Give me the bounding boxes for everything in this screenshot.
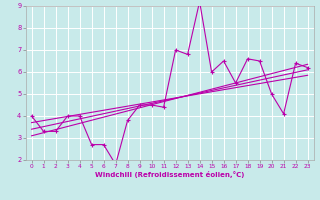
X-axis label: Windchill (Refroidissement éolien,°C): Windchill (Refroidissement éolien,°C) xyxy=(95,171,244,178)
